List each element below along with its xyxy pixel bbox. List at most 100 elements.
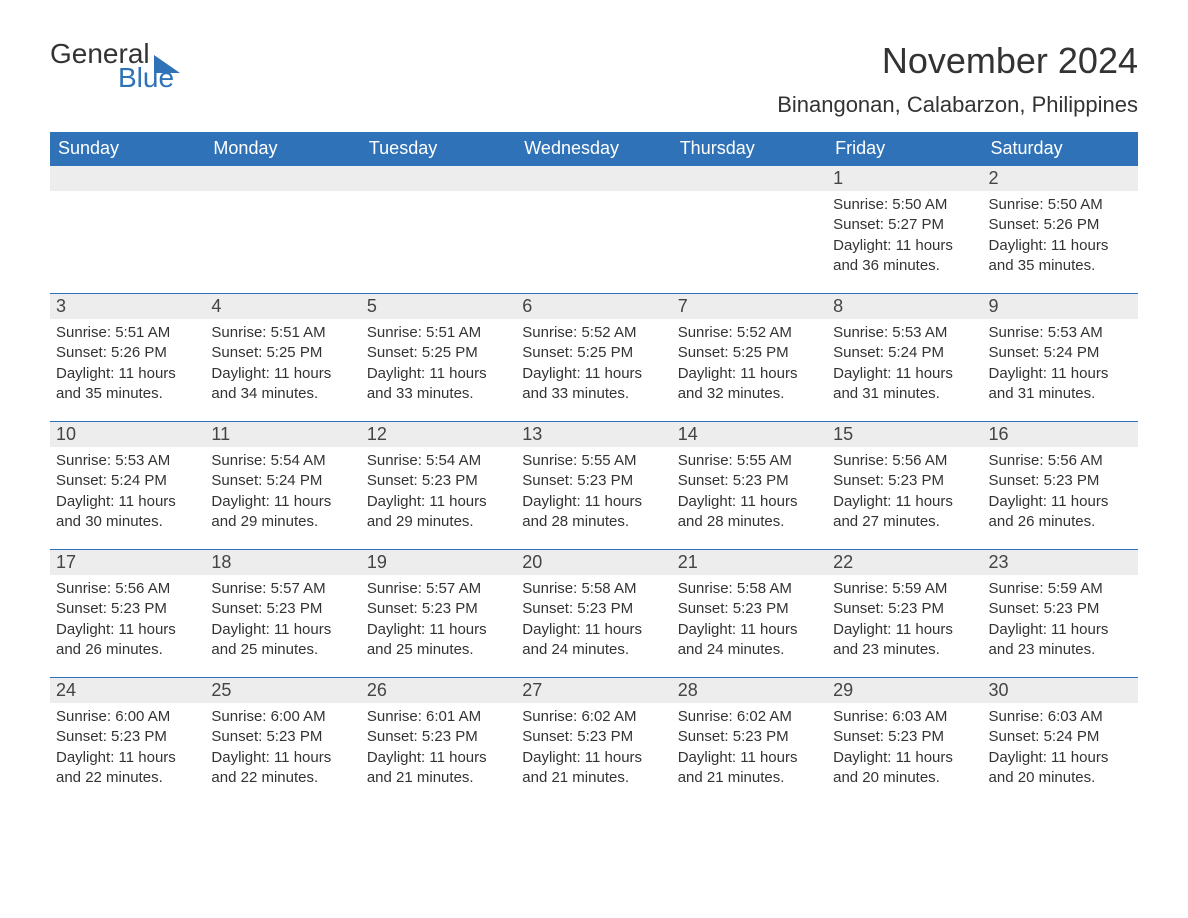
day-cell: 18Sunrise: 5:57 AMSunset: 5:23 PMDayligh… (205, 549, 360, 677)
sunset-line: Sunset: 5:25 PM (211, 343, 354, 363)
day-number: 21 (672, 549, 827, 575)
sunrise-line: Sunrise: 5:51 AM (367, 323, 510, 343)
sunrise-line: Sunrise: 5:56 AM (56, 579, 199, 599)
sunset-line: Sunset: 5:23 PM (56, 727, 199, 747)
day-details: Sunrise: 6:00 AMSunset: 5:23 PMDaylight:… (205, 703, 360, 796)
daylight-line: Daylight: 11 hours and 21 minutes. (678, 748, 821, 789)
sunset-line: Sunset: 5:23 PM (522, 471, 665, 491)
day-header: Wednesday (516, 132, 671, 165)
day-number: 12 (361, 421, 516, 447)
daylight-line: Daylight: 11 hours and 36 minutes. (833, 236, 976, 277)
sunset-line: Sunset: 5:25 PM (367, 343, 510, 363)
sunset-line: Sunset: 5:23 PM (833, 599, 976, 619)
day-details: Sunrise: 5:55 AMSunset: 5:23 PMDaylight:… (672, 447, 827, 540)
day-cell: 19Sunrise: 5:57 AMSunset: 5:23 PMDayligh… (361, 549, 516, 677)
sunrise-line: Sunrise: 5:53 AM (56, 451, 199, 471)
day-number: 29 (827, 677, 982, 703)
day-cell: 13Sunrise: 5:55 AMSunset: 5:23 PMDayligh… (516, 421, 671, 549)
day-number: 27 (516, 677, 671, 703)
daylight-line: Daylight: 11 hours and 22 minutes. (56, 748, 199, 789)
day-details: Sunrise: 5:54 AMSunset: 5:24 PMDaylight:… (205, 447, 360, 540)
sunset-line: Sunset: 5:23 PM (367, 599, 510, 619)
sunset-line: Sunset: 5:23 PM (678, 727, 821, 747)
calendar-thead: SundayMondayTuesdayWednesdayThursdayFrid… (50, 132, 1138, 165)
sunset-line: Sunset: 5:23 PM (522, 727, 665, 747)
empty-day (516, 165, 671, 191)
day-details: Sunrise: 6:00 AMSunset: 5:23 PMDaylight:… (50, 703, 205, 796)
week-row: 10Sunrise: 5:53 AMSunset: 5:24 PMDayligh… (50, 421, 1138, 549)
daylight-line: Daylight: 11 hours and 30 minutes. (56, 492, 199, 533)
empty-day (361, 165, 516, 191)
sunset-line: Sunset: 5:23 PM (678, 471, 821, 491)
day-cell: 4Sunrise: 5:51 AMSunset: 5:25 PMDaylight… (205, 293, 360, 421)
daylight-line: Daylight: 11 hours and 26 minutes. (56, 620, 199, 661)
day-number: 30 (983, 677, 1138, 703)
day-number: 6 (516, 293, 671, 319)
day-header: Friday (827, 132, 982, 165)
sunrise-line: Sunrise: 5:57 AM (211, 579, 354, 599)
day-number: 10 (50, 421, 205, 447)
day-number: 26 (361, 677, 516, 703)
day-number: 9 (983, 293, 1138, 319)
day-details: Sunrise: 6:02 AMSunset: 5:23 PMDaylight:… (516, 703, 671, 796)
sunrise-line: Sunrise: 5:53 AM (989, 323, 1132, 343)
day-header: Saturday (983, 132, 1138, 165)
day-details: Sunrise: 5:59 AMSunset: 5:23 PMDaylight:… (983, 575, 1138, 668)
sunrise-line: Sunrise: 5:53 AM (833, 323, 976, 343)
daylight-line: Daylight: 11 hours and 26 minutes. (989, 492, 1132, 533)
day-header: Sunday (50, 132, 205, 165)
day-details: Sunrise: 5:57 AMSunset: 5:23 PMDaylight:… (361, 575, 516, 668)
daylight-line: Daylight: 11 hours and 25 minutes. (367, 620, 510, 661)
sunset-line: Sunset: 5:23 PM (211, 599, 354, 619)
sunrise-line: Sunrise: 5:52 AM (522, 323, 665, 343)
sunrise-line: Sunrise: 6:00 AM (211, 707, 354, 727)
sunset-line: Sunset: 5:25 PM (522, 343, 665, 363)
day-number: 1 (827, 165, 982, 191)
sunset-line: Sunset: 5:23 PM (833, 727, 976, 747)
day-number: 15 (827, 421, 982, 447)
day-cell: 15Sunrise: 5:56 AMSunset: 5:23 PMDayligh… (827, 421, 982, 549)
day-number: 19 (361, 549, 516, 575)
sunset-line: Sunset: 5:23 PM (989, 471, 1132, 491)
daylight-line: Daylight: 11 hours and 35 minutes. (989, 236, 1132, 277)
day-cell (50, 165, 205, 293)
day-cell (672, 165, 827, 293)
day-number: 20 (516, 549, 671, 575)
sunset-line: Sunset: 5:23 PM (211, 727, 354, 747)
day-cell: 7Sunrise: 5:52 AMSunset: 5:25 PMDaylight… (672, 293, 827, 421)
day-number: 8 (827, 293, 982, 319)
day-details: Sunrise: 5:52 AMSunset: 5:25 PMDaylight:… (672, 319, 827, 412)
calendar-table: SundayMondayTuesdayWednesdayThursdayFrid… (50, 132, 1138, 805)
sunrise-line: Sunrise: 6:03 AM (833, 707, 976, 727)
day-cell (205, 165, 360, 293)
daylight-line: Daylight: 11 hours and 22 minutes. (211, 748, 354, 789)
daylight-line: Daylight: 11 hours and 31 minutes. (833, 364, 976, 405)
sunrise-line: Sunrise: 5:50 AM (989, 195, 1132, 215)
day-header: Thursday (672, 132, 827, 165)
day-details: Sunrise: 5:52 AMSunset: 5:25 PMDaylight:… (516, 319, 671, 412)
day-cell: 3Sunrise: 5:51 AMSunset: 5:26 PMDaylight… (50, 293, 205, 421)
daylight-line: Daylight: 11 hours and 23 minutes. (833, 620, 976, 661)
day-details: Sunrise: 5:57 AMSunset: 5:23 PMDaylight:… (205, 575, 360, 668)
day-number: 24 (50, 677, 205, 703)
sunset-line: Sunset: 5:24 PM (989, 727, 1132, 747)
logo-word2: Blue (118, 64, 174, 92)
day-cell: 27Sunrise: 6:02 AMSunset: 5:23 PMDayligh… (516, 677, 671, 805)
day-cell: 8Sunrise: 5:53 AMSunset: 5:24 PMDaylight… (827, 293, 982, 421)
day-cell: 24Sunrise: 6:00 AMSunset: 5:23 PMDayligh… (50, 677, 205, 805)
day-cell: 16Sunrise: 5:56 AMSunset: 5:23 PMDayligh… (983, 421, 1138, 549)
sunrise-line: Sunrise: 5:50 AM (833, 195, 976, 215)
day-cell: 17Sunrise: 5:56 AMSunset: 5:23 PMDayligh… (50, 549, 205, 677)
day-cell: 26Sunrise: 6:01 AMSunset: 5:23 PMDayligh… (361, 677, 516, 805)
day-details: Sunrise: 5:53 AMSunset: 5:24 PMDaylight:… (50, 447, 205, 540)
day-details: Sunrise: 6:03 AMSunset: 5:24 PMDaylight:… (983, 703, 1138, 796)
day-cell: 22Sunrise: 5:59 AMSunset: 5:23 PMDayligh… (827, 549, 982, 677)
day-number: 11 (205, 421, 360, 447)
sunrise-line: Sunrise: 5:51 AM (211, 323, 354, 343)
day-cell: 14Sunrise: 5:55 AMSunset: 5:23 PMDayligh… (672, 421, 827, 549)
sunset-line: Sunset: 5:26 PM (989, 215, 1132, 235)
empty-day (672, 165, 827, 191)
daylight-line: Daylight: 11 hours and 21 minutes. (522, 748, 665, 789)
day-cell: 6Sunrise: 5:52 AMSunset: 5:25 PMDaylight… (516, 293, 671, 421)
daylight-line: Daylight: 11 hours and 20 minutes. (989, 748, 1132, 789)
